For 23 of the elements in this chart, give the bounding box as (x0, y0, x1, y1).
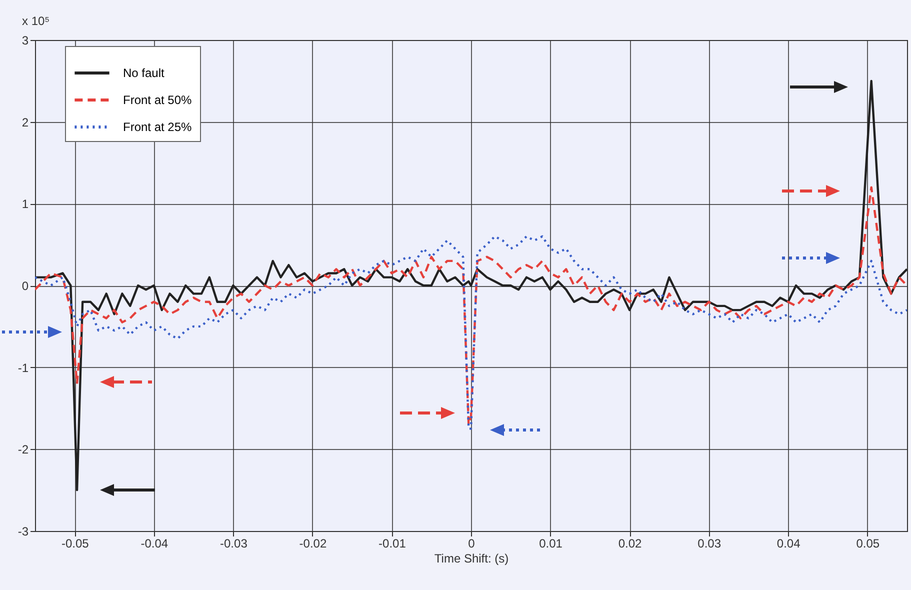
x-tick-label: 0.04 (776, 536, 801, 550)
legend-label: No fault (123, 66, 166, 80)
x-tick-label: 0.05 (856, 536, 880, 550)
x-tick-label: -0.05 (61, 536, 90, 550)
text: x 10⁵ (22, 14, 50, 28)
x-tick-label: -0.04 (140, 536, 168, 550)
y-tick-label: -3 (18, 524, 29, 538)
legend-label: Front at 50% (123, 93, 192, 107)
x-tick-label: 0 (468, 536, 476, 550)
y-tick-label: -1 (18, 360, 29, 375)
y-tick-label: 3 (22, 34, 29, 48)
x-tick-label: 0.03 (698, 536, 722, 550)
y-tick-label: 2 (22, 115, 29, 130)
x-tick-label: -0.01 (378, 536, 406, 550)
y-tick-label: 0 (22, 279, 29, 293)
x-tick-label: 0.01 (539, 536, 563, 550)
y-tick-label: -2 (18, 442, 29, 457)
x-tick-label: -0.02 (299, 536, 327, 550)
legend-label: Front at 25% (123, 120, 192, 134)
y-tick-label: 1 (22, 197, 29, 212)
x-tick-label: -0.03 (220, 536, 248, 550)
x-axis-title: Time Shift: (s) (434, 552, 509, 566)
x-tick-label: 0.02 (618, 536, 642, 550)
